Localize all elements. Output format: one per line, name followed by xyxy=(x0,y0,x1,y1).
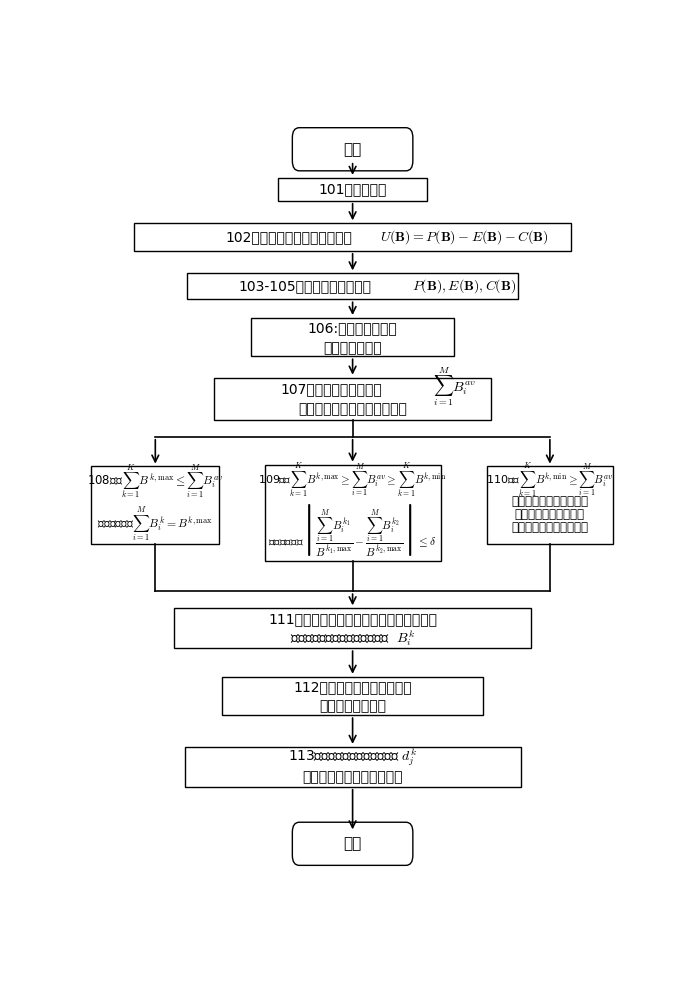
FancyBboxPatch shape xyxy=(187,273,518,299)
FancyBboxPatch shape xyxy=(278,178,427,201)
Text: 110：若$\sum_{k=1}^{K}B^{k,\mathrm{min}}\geq\sum_{i=1}^{M}B_i^{av}$: 110：若$\sum_{k=1}^{K}B^{k,\mathrm{min}}\g… xyxy=(486,461,614,499)
Text: 106:定义网络资源分: 106:定义网络资源分 xyxy=(308,321,398,335)
FancyBboxPatch shape xyxy=(174,608,531,648)
FancyBboxPatch shape xyxy=(251,318,454,356)
Text: 配通用限制条件: 配通用限制条件 xyxy=(323,341,382,355)
Text: 113：采用夏普里值划分方法求 $d_j^k$: 113：采用夏普里值划分方法求 $d_j^k$ xyxy=(288,747,417,768)
Text: 102：建立网络整体收效函数：: 102：建立网络整体收效函数： xyxy=(225,230,352,244)
Text: 109：若$\sum_{k=1}^{K}B^{k,\mathrm{max}}\geq\sum_{i=1}^{M}B_i^{av}\geq\sum_{k=1}^{: 109：若$\sum_{k=1}^{K}B^{k,\mathrm{max}}\g… xyxy=(259,461,447,499)
FancyBboxPatch shape xyxy=(184,747,521,787)
Text: 模拟带宽分配问题: 模拟带宽分配问题 xyxy=(319,699,386,713)
Text: 其限制条件：按业务划分: 其限制条件：按业务划分 xyxy=(511,495,588,508)
Text: 其限制条件：$\sum_{i=1}^{M}B_i^k=B^{k,\mathrm{max}}$: 其限制条件：$\sum_{i=1}^{M}B_i^k=B^{k,\mathrm{… xyxy=(97,506,213,543)
Text: 103-105：分别建立子函数：: 103-105：分别建立子函数： xyxy=(238,279,371,293)
Text: $U(\mathbf{B})=P(\mathbf{B})-E(\mathbf{B})-C(\mathbf{B})$: $U(\mathbf{B})=P(\mathbf{B})-E(\mathbf{B… xyxy=(380,228,549,246)
Text: 结束: 结束 xyxy=(343,836,362,851)
FancyBboxPatch shape xyxy=(265,465,440,561)
Text: 等级，优先接入高优先: 等级，优先接入高优先 xyxy=(515,508,585,521)
FancyBboxPatch shape xyxy=(292,128,413,171)
Text: $P(\mathbf{B}),E(\mathbf{B}),C(\mathbf{B})$: $P(\mathbf{B}),E(\mathbf{B}),C(\mathbf{B… xyxy=(413,277,517,295)
Text: 其限制条件：$\left|\dfrac{\sum_{i=1}^{M}B_i^{k_1}}{B^{k_1,\mathrm{max}}}-\dfrac{\sum_{: 其限制条件：$\left|\dfrac{\sum_{i=1}^{M}B_i^{k… xyxy=(268,502,437,558)
FancyBboxPatch shape xyxy=(134,223,571,251)
Text: 级，拒绝低优先级用户。: 级，拒绝低优先级用户。 xyxy=(511,521,588,534)
Text: 108：若$\sum_{k=1}^{K}B^{k,\mathrm{max}}\leq\sum_{i=1}^{M}B_i^{av}$: 108：若$\sum_{k=1}^{K}B^{k,\mathrm{max}}\l… xyxy=(87,463,224,501)
Text: 解各用户优化带宽分配方案: 解各用户优化带宽分配方案 xyxy=(302,770,403,784)
Text: 107：根据网络可用带宽: 107：根据网络可用带宽 xyxy=(281,382,382,396)
Text: 112：运用破产博弈理论原理: 112：运用破产博弈理论原理 xyxy=(293,680,412,694)
Text: 101：用户分类: 101：用户分类 xyxy=(319,182,387,196)
Text: 求解网络为各类业务分配的带宽  $B_i^k$: 求解网络为各类业务分配的带宽 $B_i^k$ xyxy=(290,628,415,648)
Text: 与用户业务带宽需求分类讨论: 与用户业务带宽需求分类讨论 xyxy=(298,403,407,417)
FancyBboxPatch shape xyxy=(292,822,413,865)
FancyBboxPatch shape xyxy=(214,378,491,420)
FancyBboxPatch shape xyxy=(92,466,219,544)
FancyBboxPatch shape xyxy=(222,677,483,715)
FancyBboxPatch shape xyxy=(487,466,612,544)
Text: 开始: 开始 xyxy=(343,142,362,157)
Text: 111：采用拉格朗日乘数法优化效用函数，: 111：采用拉格朗日乘数法优化效用函数， xyxy=(268,612,437,626)
Text: $\sum_{i=1}^{M}B_i^{av}$: $\sum_{i=1}^{M}B_i^{av}$ xyxy=(433,365,475,408)
